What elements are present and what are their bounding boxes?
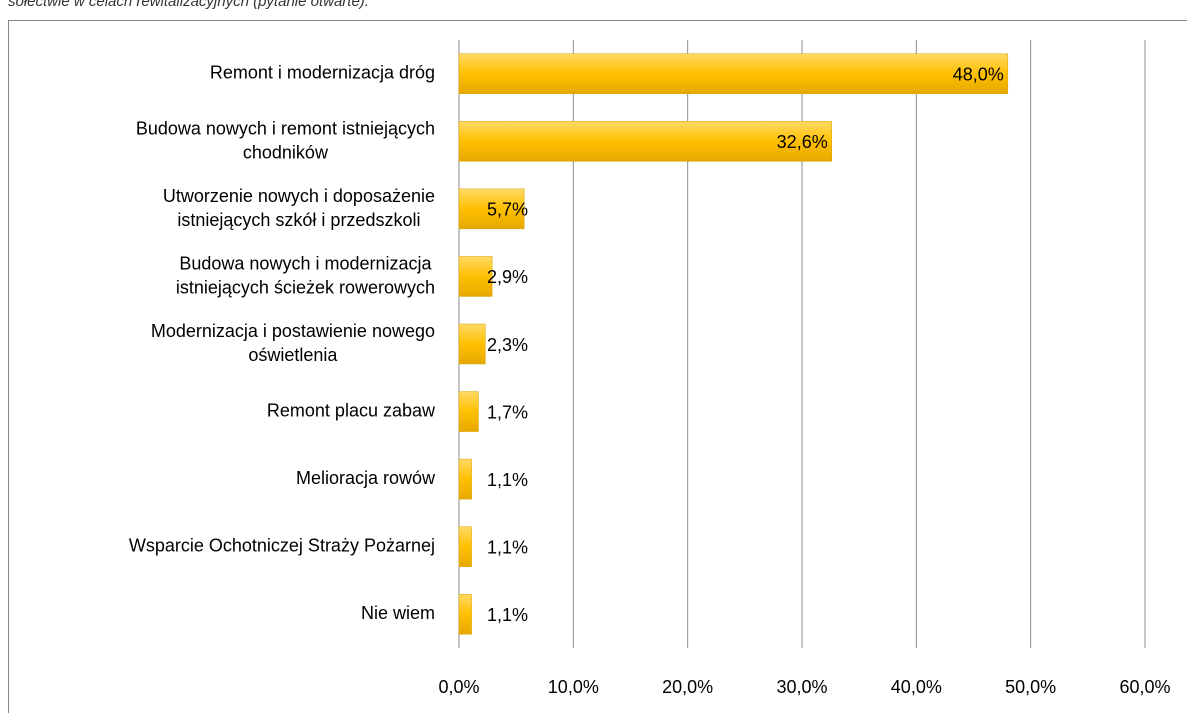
value-label: 2,3%	[487, 335, 528, 355]
y-tick-label: Modernizacja i postawienie nowego oświetl…	[151, 321, 435, 365]
value-label: 1,7%	[487, 402, 528, 422]
value-label: 48,0%	[953, 65, 1004, 85]
y-tick-label: Budowa nowych i modernizacja istniejących…	[176, 253, 435, 297]
value-label: 2,9%	[487, 267, 528, 287]
value-label: 5,7%	[487, 200, 528, 220]
x-tick-label: 10,0%	[548, 677, 599, 697]
y-tick-label: Budowa nowych i remont istniejących chodn…	[136, 118, 435, 162]
bar	[458, 323, 486, 365]
chart-border	[8, 20, 1187, 713]
y-tick-label: Remont i modernizacja dróg	[210, 63, 435, 83]
value-label: 1,1%	[487, 605, 528, 625]
bar	[458, 53, 1009, 95]
x-tick-label: 0,0%	[438, 677, 479, 697]
value-label: 1,1%	[487, 537, 528, 557]
x-tick-label: 40,0%	[891, 677, 942, 697]
bar	[458, 593, 472, 635]
y-tick-label: Nie wiem	[361, 603, 435, 623]
y-tick-label: Melioracja rowów	[296, 468, 436, 488]
bar	[458, 458, 472, 500]
x-tick-label: 60,0%	[1119, 677, 1170, 697]
bar	[458, 188, 525, 230]
bar	[458, 526, 472, 567]
x-tick-label: 50,0%	[1005, 677, 1056, 697]
value-label: 32,6%	[777, 132, 828, 152]
y-tick-label: Utworzenie nowych i doposażenie istniejąc…	[163, 186, 435, 230]
y-tick-label: Wsparcie Ochotniczej Straży Pożarnej	[129, 535, 435, 555]
bar	[458, 256, 493, 297]
value-label: 1,1%	[487, 470, 528, 490]
chart-title: sołectwie w celach rewitalizacyjnych (py…	[8, 0, 369, 10]
bar	[458, 391, 479, 432]
bar	[458, 121, 832, 162]
y-tick-label: Remont placu zabaw	[267, 400, 436, 420]
x-tick-label: 20,0%	[662, 677, 713, 697]
x-tick-label: 30,0%	[776, 677, 827, 697]
